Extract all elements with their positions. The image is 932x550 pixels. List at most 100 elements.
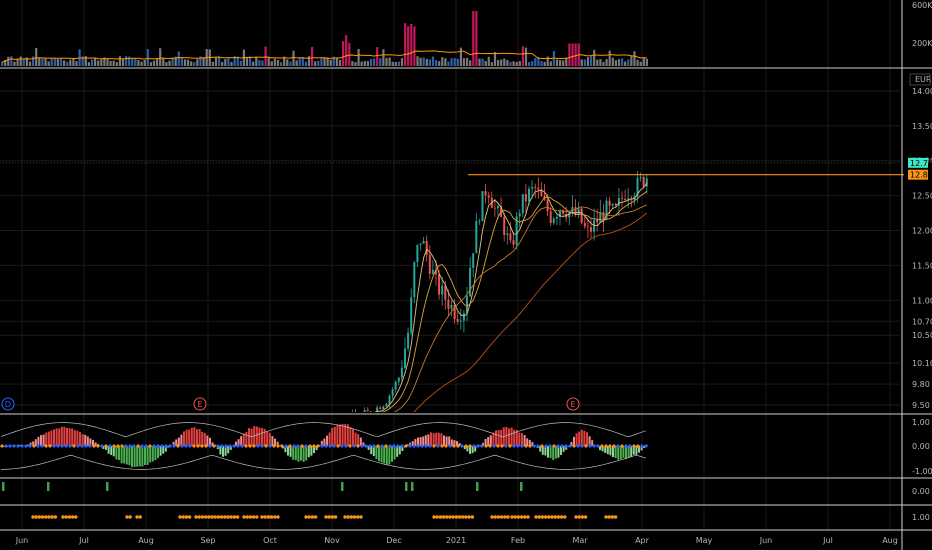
volume-bar[interactable]: [183, 59, 187, 66]
volume-bar[interactable]: [645, 58, 648, 66]
oscillator-bar[interactable]: [622, 446, 625, 458]
volume-bar[interactable]: [156, 58, 159, 66]
candle-body[interactable]: [419, 243, 422, 246]
volume-bar[interactable]: [590, 56, 593, 66]
oscillator-bar[interactable]: [510, 427, 513, 446]
oscillator-bar[interactable]: [463, 446, 466, 450]
volume-bar[interactable]: [478, 58, 481, 66]
volume-bar[interactable]: [531, 61, 534, 66]
oscillator-bar[interactable]: [19, 445, 22, 446]
oscillator-bar[interactable]: [110, 446, 113, 456]
oscillator-bar[interactable]: [258, 427, 261, 446]
volume-bar[interactable]: [190, 61, 193, 66]
volume-bar[interactable]: [289, 61, 292, 66]
volume-bar[interactable]: [624, 61, 627, 66]
oscillator-bar[interactable]: [427, 434, 430, 446]
volume-bar[interactable]: [441, 57, 444, 66]
oscillator-bar[interactable]: [105, 446, 107, 450]
oscillator-bar[interactable]: [349, 426, 352, 446]
oscillator-bar[interactable]: [185, 429, 188, 446]
oscillator-pane[interactable]: [0, 422, 648, 470]
oscillator-bar[interactable]: [237, 439, 240, 446]
oscillator-bar[interactable]: [73, 430, 76, 446]
volume-bar[interactable]: [404, 23, 407, 66]
oscillator-bar[interactable]: [547, 446, 549, 458]
oscillator-bar[interactable]: [492, 432, 495, 446]
oscillator-bar[interactable]: [320, 440, 323, 446]
volume-bar[interactable]: [264, 46, 267, 66]
candle-body[interactable]: [369, 411, 372, 414]
oscillator-bar[interactable]: [336, 424, 339, 446]
volume-bar[interactable]: [596, 59, 599, 66]
candle-body[interactable]: [559, 210, 561, 217]
oscillator-bar[interactable]: [271, 436, 274, 446]
candle-body[interactable]: [422, 241, 425, 244]
volume-bar[interactable]: [180, 57, 183, 66]
oscillator-bar[interactable]: [248, 428, 250, 446]
oscillator-bar[interactable]: [346, 424, 349, 446]
oscillator-bar[interactable]: [141, 446, 144, 467]
oscillator-bar[interactable]: [500, 429, 503, 446]
oscillator-bar[interactable]: [29, 442, 32, 446]
oscillator-bar[interactable]: [417, 437, 419, 446]
oscillator-bar[interactable]: [261, 428, 263, 446]
volume-bar[interactable]: [140, 61, 143, 66]
volume-bar[interactable]: [283, 56, 286, 66]
oscillator-bar[interactable]: [310, 446, 313, 456]
candle-body[interactable]: [531, 187, 534, 189]
volume-bar[interactable]: [509, 61, 512, 66]
volume-bar[interactable]: [63, 60, 66, 66]
oscillator-bar[interactable]: [190, 427, 193, 446]
oscillator-bar[interactable]: [94, 442, 97, 446]
candle-body[interactable]: [475, 221, 478, 254]
volume-bar[interactable]: [428, 59, 431, 66]
candle-body[interactable]: [546, 199, 549, 212]
oscillator-bar[interactable]: [354, 432, 357, 446]
oscillator-bar[interactable]: [453, 440, 456, 446]
candle-body[interactable]: [611, 204, 614, 206]
oscillator-bar[interactable]: [565, 446, 568, 450]
oscillator-bar[interactable]: [138, 446, 141, 467]
volume-bar[interactable]: [214, 57, 218, 66]
candle-body[interactable]: [404, 348, 406, 368]
oscillator-bar[interactable]: [297, 446, 300, 462]
oscillator-bar[interactable]: [422, 436, 425, 446]
oscillator-bar[interactable]: [328, 432, 331, 446]
volume-bar[interactable]: [211, 61, 214, 66]
oscillator-bar[interactable]: [627, 446, 630, 458]
volume-bar[interactable]: [562, 60, 565, 66]
volume-bar[interactable]: [593, 49, 596, 66]
volume-bar[interactable]: [134, 58, 137, 66]
oscillator-bar[interactable]: [242, 433, 245, 446]
volume-bar[interactable]: [121, 59, 125, 66]
volume-bar[interactable]: [326, 57, 329, 66]
oscillator-bar[interactable]: [638, 446, 640, 453]
volume-bar[interactable]: [94, 57, 97, 66]
oscillator-bar[interactable]: [227, 446, 230, 454]
oscillator-bar[interactable]: [40, 435, 42, 446]
volume-bar[interactable]: [363, 61, 366, 66]
volume-bar[interactable]: [75, 61, 78, 66]
volume-bar[interactable]: [481, 58, 484, 66]
volume-bar[interactable]: [534, 58, 537, 66]
volume-bar[interactable]: [165, 62, 168, 66]
oscillator-bar[interactable]: [292, 446, 295, 460]
oscillator-bar[interactable]: [445, 436, 448, 446]
oscillator-bar[interactable]: [86, 436, 89, 446]
volume-bar[interactable]: [580, 59, 583, 66]
candle-body[interactable]: [608, 200, 611, 206]
candle-body[interactable]: [562, 210, 565, 214]
oscillator-bar[interactable]: [245, 432, 248, 446]
oscillator-bar[interactable]: [352, 428, 354, 446]
volume-bar[interactable]: [270, 61, 273, 66]
volume-bar[interactable]: [599, 59, 602, 66]
volume-pane[interactable]: [1, 11, 648, 67]
oscillator-bar[interactable]: [370, 446, 373, 455]
volume-bar[interactable]: [298, 58, 301, 66]
volume-bar[interactable]: [630, 56, 633, 66]
volume-bar[interactable]: [602, 61, 605, 66]
volume-bar[interactable]: [146, 49, 149, 66]
oscillator-bar[interactable]: [411, 441, 414, 446]
oscillator-bar[interactable]: [604, 446, 607, 453]
volume-bar[interactable]: [13, 61, 16, 66]
